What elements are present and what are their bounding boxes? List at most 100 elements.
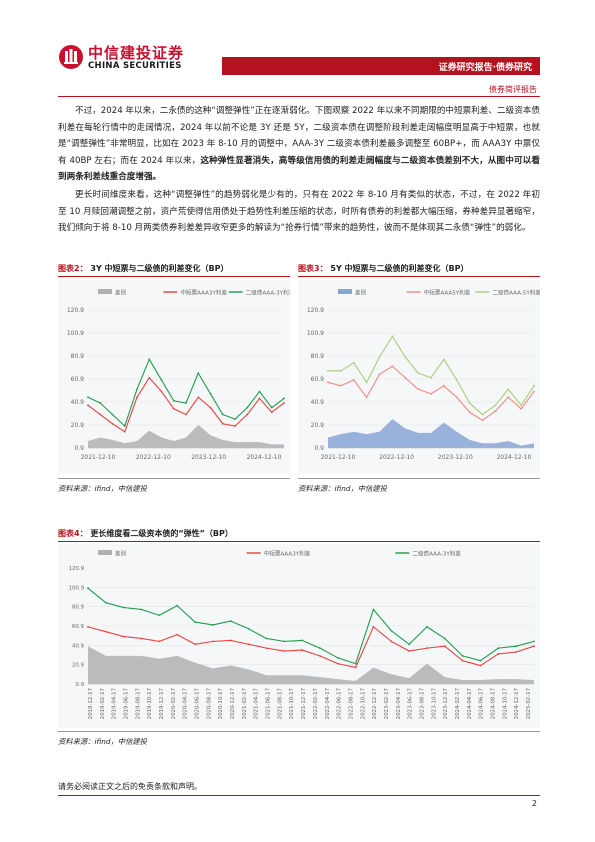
report-type-label: 证券研究报告·债券研究 xyxy=(438,63,532,73)
series-point-1-17 xyxy=(390,629,393,632)
series-point-1-4 xyxy=(378,356,381,358)
x-tick-label-3: 2024-12-10 xyxy=(497,454,532,461)
x-tick-label-25: 2023-02-17 xyxy=(384,688,390,719)
x-tick-label-33: 2024-06-17 xyxy=(479,688,485,719)
legend-label-2: 二级债AAA-3Y利差 xyxy=(412,550,461,558)
legend-label-2: 二级债AAA-5Y利差 xyxy=(492,289,540,297)
legend-swatch-0 xyxy=(98,550,112,555)
figure-4-source: 资料来源：ifind，中信建投 xyxy=(58,737,147,746)
series-point-1-2 xyxy=(352,361,355,364)
x-tick-label-36: 2024-12-17 xyxy=(514,688,520,719)
series-point-0-10 xyxy=(265,647,268,650)
figure-3-title: 图表3： 5Y 中短票与二级债的利差变化（BP） xyxy=(298,263,468,274)
series-point-0-21 xyxy=(461,659,464,662)
series-point-1-11 xyxy=(283,640,286,643)
x-tick-label-29: 2023-10-17 xyxy=(431,688,437,719)
series-point-0-24 xyxy=(515,651,518,653)
series-point-0-22 xyxy=(479,664,482,667)
series-point-1-10 xyxy=(209,392,212,395)
series-point-0-7 xyxy=(172,407,175,410)
series-point-0-13 xyxy=(494,410,497,412)
series-point-1-10 xyxy=(265,637,268,640)
legend-label-0: 差别 xyxy=(115,550,127,558)
series-point-1-8 xyxy=(430,376,432,379)
series-point-1-1 xyxy=(104,601,107,604)
series-point-0-4 xyxy=(378,373,381,376)
x-tick-label-3: 2019-06-17 xyxy=(124,688,130,719)
series-point-0-18 xyxy=(408,650,411,652)
figure-4-bottom-rule xyxy=(58,731,540,732)
series-point-1-5 xyxy=(148,358,151,361)
series-point-0-15 xyxy=(354,666,357,669)
series-point-0-12 xyxy=(481,419,484,422)
series-point-0-5 xyxy=(391,365,394,368)
x-tick-label-26: 2023-04-17 xyxy=(396,688,402,719)
series-point-1-16 xyxy=(283,397,285,400)
series-line-1 xyxy=(87,358,285,427)
series-point-0-10 xyxy=(455,396,458,399)
x-tick-label-17: 2021-10-17 xyxy=(289,688,295,719)
series-point-0-6 xyxy=(160,390,163,393)
series-point-1-15 xyxy=(354,662,357,665)
legend-label-0: 差别 xyxy=(115,289,127,297)
y-tick-label-0: 0.9 xyxy=(314,445,324,452)
series-point-1-18 xyxy=(408,643,411,646)
figure-4-label: 图表4： xyxy=(58,529,88,538)
series-point-0-12 xyxy=(234,425,236,427)
series-point-0-23 xyxy=(497,653,500,655)
series-point-1-22 xyxy=(479,659,482,662)
legend-swatch-0 xyxy=(338,289,352,294)
series-point-0-4 xyxy=(136,396,138,399)
series-point-0-20 xyxy=(443,645,446,648)
report-type-band: 证券研究报告·债券研究 xyxy=(222,57,540,75)
x-tick-label-1: 2022-12-10 xyxy=(136,454,171,461)
series-point-0-12 xyxy=(301,649,303,651)
series-point-0-4 xyxy=(158,640,161,643)
series-point-1-19 xyxy=(426,625,428,628)
x-tick-label-37: 2025-02-17 xyxy=(526,688,532,719)
series-point-0-14 xyxy=(336,662,339,665)
series-point-0-11 xyxy=(221,422,224,425)
x-tick-label-13: 2021-02-17 xyxy=(242,688,248,719)
y-tick-label-4: 80.9 xyxy=(71,353,85,360)
x-tick-label-24: 2022-12-17 xyxy=(372,688,378,719)
series-point-0-15 xyxy=(520,407,523,410)
x-tick-label-28: 2023-08-17 xyxy=(419,688,425,719)
series-point-0-25 xyxy=(533,645,535,648)
figure-2-source: 资料来源：ifind，中信建投 xyxy=(58,484,147,493)
series-point-0-17 xyxy=(390,640,393,643)
series-point-1-7 xyxy=(211,624,214,626)
y-tick-label-5: 100.9 xyxy=(69,585,85,591)
series-point-1-3 xyxy=(123,425,126,427)
series-point-1-11 xyxy=(221,413,224,416)
y-tick-label-3: 60.9 xyxy=(72,624,85,630)
series-point-1-9 xyxy=(247,627,250,630)
series-point-0-13 xyxy=(246,413,249,416)
paragraph-1-emphasis: 这种弹性显著消失，高等级信用债的利差走阔幅度与二级资本债差别不大，从图中可以看到… xyxy=(58,155,540,183)
series-point-0-6 xyxy=(404,376,407,379)
series-point-0-8 xyxy=(430,392,432,395)
company-logo: 中信建投证券 CHINA SECURITIES xyxy=(58,42,208,76)
y-tick-label-5: 100.9 xyxy=(307,330,324,337)
series-point-1-12 xyxy=(301,639,303,642)
legend-label-1: 中短票AAA5Y利差 xyxy=(424,289,471,297)
footer-divider xyxy=(58,795,540,796)
series-point-1-4 xyxy=(136,388,138,391)
figure-3-svg: 差别 中短票AAA5Y利差 二级债AAA-5Y利差 0.9 20.9 40.9 60.9 80… xyxy=(307,289,542,462)
series-point-1-14 xyxy=(336,656,339,659)
x-tick-label-2: 2019-04-17 xyxy=(112,688,118,719)
legend-swatch-0 xyxy=(98,289,112,294)
logo-chinese-name: 中信建投证券 xyxy=(88,44,185,62)
figure-3-chart: 差别 中短票AAA5Y利差 二级债AAA-5Y利差 0.9 20.9 40.9 60.9 80… xyxy=(298,280,542,474)
series-point-0-19 xyxy=(426,647,428,650)
series-point-1-7 xyxy=(417,372,420,375)
x-tick-label-7: 2020-02-17 xyxy=(171,688,177,719)
x-tick-label-16: 2021-08-17 xyxy=(277,688,283,719)
series-point-0-8 xyxy=(229,639,232,642)
series-point-0-9 xyxy=(247,643,250,646)
series-point-0-3 xyxy=(123,430,126,433)
series-point-1-14 xyxy=(507,388,510,391)
series-point-1-6 xyxy=(194,621,196,623)
series-point-1-12 xyxy=(481,413,484,416)
x-tick-label-1: 2022-12-10 xyxy=(379,454,414,461)
